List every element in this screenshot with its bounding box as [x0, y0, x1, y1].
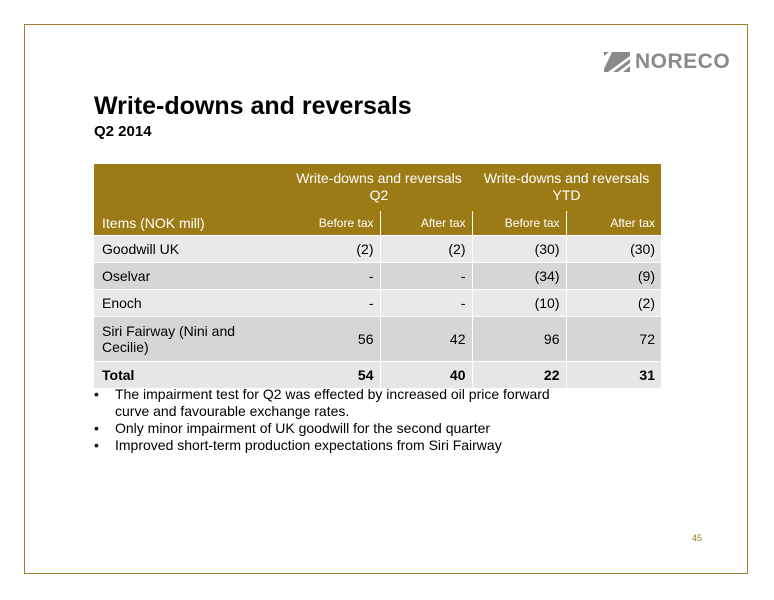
row-label: Siri Fairway (Nini and Cecilie) [94, 316, 286, 362]
row-label: Goodwill UK [94, 235, 286, 263]
bullet-item: Improved short-term production expectati… [94, 437, 564, 454]
items-header: Items (NOK mill) [94, 164, 286, 236]
cell-value: (2) [565, 289, 661, 317]
cell-value: (34) [471, 262, 566, 290]
total-value: 54 [286, 361, 380, 388]
sub-header-ytd-after-tax: After tax [565, 210, 661, 236]
cell-value: - [286, 262, 380, 290]
cell-value: (30) [471, 235, 566, 263]
bullet-item: Only minor impairment of UK goodwill for… [94, 420, 564, 437]
cell-value: - [286, 289, 380, 317]
cell-value: (30) [565, 235, 661, 263]
total-label: Total [94, 361, 286, 388]
table-row: Enoch - - (10) (2) [94, 289, 661, 317]
bullet-item: The impairment test for Q2 was effected … [94, 386, 564, 420]
page-title: Write-downs and reversals [94, 92, 412, 120]
cell-value: (9) [565, 262, 661, 290]
cell-value: (10) [471, 289, 566, 317]
cell-value: 72 [565, 316, 661, 362]
group-header-ytd: Write-downs and reversals YTD [472, 164, 661, 211]
table-row: Oselvar - - (34) (9) [94, 262, 661, 290]
page-number: 45 [692, 533, 703, 543]
total-value: 31 [565, 361, 661, 388]
sub-header-q2-after-tax: After tax [379, 210, 472, 236]
logo-text: NORECO [635, 50, 731, 73]
sub-header-q2-before-tax: Before tax [286, 210, 380, 236]
cell-value: - [379, 262, 472, 290]
writedowns-table: Items (NOK mill) Write-downs and reversa… [94, 164, 661, 388]
page-subtitle: Q2 2014 [94, 123, 152, 140]
row-label: Enoch [94, 289, 286, 317]
total-value: 40 [379, 361, 472, 388]
cell-value: 96 [471, 316, 566, 362]
row-label: Oselvar [94, 262, 286, 290]
cell-value: (2) [379, 235, 472, 263]
total-row: Total 54 40 22 31 [94, 361, 661, 388]
cell-value: - [379, 289, 472, 317]
table-row: Goodwill UK (2) (2) (30) (30) [94, 235, 661, 263]
sub-header-ytd-before-tax: Before tax [471, 210, 566, 236]
cell-value: (2) [286, 235, 380, 263]
cell-value: 42 [379, 316, 472, 362]
slide-frame [24, 24, 748, 574]
bullet-list: The impairment test for Q2 was effected … [94, 386, 564, 454]
total-value: 22 [471, 361, 566, 388]
cell-value: 56 [286, 316, 380, 362]
group-header-q2: Write-downs and reversals Q2 [286, 164, 472, 211]
noreco-logo: NORECO [604, 50, 730, 74]
table-row: Siri Fairway (Nini and Cecilie) 56 42 96… [94, 316, 661, 362]
logo-stripes-icon [604, 52, 630, 72]
